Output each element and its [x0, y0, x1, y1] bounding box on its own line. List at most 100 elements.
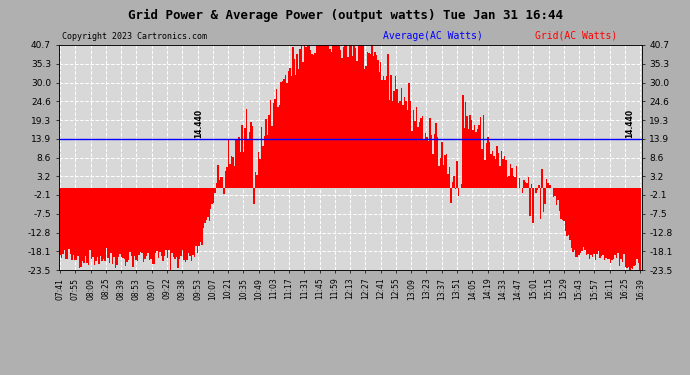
Bar	[152, 188, 153, 264]
Bar	[617, 188, 619, 253]
Bar	[391, 75, 392, 188]
Bar	[511, 168, 513, 188]
Bar	[558, 188, 559, 200]
Bar	[569, 188, 571, 240]
Bar	[316, 45, 317, 188]
Bar	[592, 188, 593, 256]
Bar	[351, 42, 352, 188]
Bar	[122, 188, 124, 258]
Bar	[529, 188, 531, 216]
Text: Grid Power & Average Power (output watts) Tue Jan 31 16:44: Grid Power & Average Power (output watts…	[128, 9, 562, 22]
Bar	[471, 120, 473, 188]
Bar	[76, 188, 77, 260]
Bar	[538, 185, 540, 188]
Bar	[343, 47, 344, 188]
Bar	[295, 75, 297, 188]
Bar	[337, 36, 338, 188]
Bar	[571, 188, 573, 248]
Bar	[346, 41, 347, 188]
Bar	[578, 188, 580, 255]
Bar	[411, 131, 413, 188]
Bar	[229, 164, 231, 188]
Bar	[375, 55, 377, 188]
Bar	[610, 188, 611, 263]
Bar	[417, 127, 419, 188]
Bar	[155, 188, 157, 254]
Bar	[265, 118, 266, 188]
Bar	[158, 188, 159, 258]
Bar	[398, 103, 400, 188]
Bar	[446, 154, 447, 188]
Bar	[504, 156, 505, 188]
Text: 14.440: 14.440	[195, 109, 204, 138]
Bar	[619, 188, 620, 266]
Bar	[568, 188, 569, 235]
Bar	[73, 188, 75, 255]
Text: Grid(AC Watts): Grid(AC Watts)	[535, 31, 617, 41]
Bar	[215, 188, 216, 194]
Bar	[125, 188, 126, 266]
Bar	[370, 54, 371, 188]
Bar	[198, 188, 199, 246]
Bar	[626, 188, 627, 268]
Bar	[560, 188, 562, 219]
Bar	[431, 135, 432, 188]
Bar	[574, 188, 575, 250]
Bar	[176, 188, 177, 257]
Bar	[348, 43, 351, 188]
Bar	[587, 188, 589, 254]
Bar	[67, 188, 68, 259]
Bar	[192, 188, 194, 255]
Bar	[79, 188, 80, 268]
Bar	[359, 45, 361, 188]
Bar	[167, 188, 168, 258]
Bar	[110, 188, 112, 254]
Bar	[607, 188, 608, 259]
Bar	[438, 166, 440, 188]
Bar	[132, 188, 134, 267]
Bar	[405, 101, 407, 188]
Bar	[410, 101, 411, 188]
Bar	[546, 179, 547, 188]
Bar	[483, 115, 484, 188]
Bar	[117, 188, 119, 257]
Bar	[83, 188, 85, 263]
Bar	[595, 188, 596, 260]
Bar	[207, 188, 208, 218]
Bar	[635, 188, 636, 265]
Bar	[586, 188, 587, 255]
Bar	[487, 137, 489, 188]
Bar	[141, 188, 143, 253]
Bar	[299, 49, 301, 188]
Bar	[414, 121, 416, 188]
Bar	[468, 129, 469, 188]
Bar	[288, 71, 289, 188]
Bar	[220, 177, 222, 188]
Bar	[555, 188, 556, 196]
Bar	[194, 188, 195, 257]
Bar	[271, 126, 273, 188]
Bar	[97, 188, 98, 257]
Bar	[602, 188, 604, 255]
Bar	[61, 188, 62, 258]
Bar	[250, 122, 252, 188]
Bar	[130, 188, 131, 252]
Bar	[238, 137, 240, 188]
Bar	[640, 188, 641, 270]
Bar	[365, 66, 366, 188]
Bar	[261, 127, 262, 188]
Bar	[228, 139, 229, 188]
Bar	[153, 188, 155, 264]
Bar	[195, 188, 197, 246]
Bar	[400, 101, 401, 188]
Bar	[106, 188, 107, 248]
Bar	[204, 188, 206, 223]
Bar	[297, 54, 298, 188]
Bar	[71, 188, 73, 260]
Bar	[580, 188, 581, 253]
Bar	[608, 188, 610, 259]
Bar	[240, 152, 241, 188]
Bar	[577, 188, 578, 257]
Bar	[477, 129, 478, 188]
Bar	[440, 158, 441, 188]
